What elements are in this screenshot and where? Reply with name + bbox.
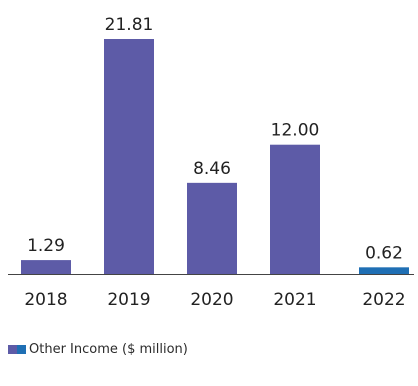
value-label-2021: 12.00 — [271, 121, 320, 141]
bar-2020 — [187, 183, 237, 274]
bar-2019 — [104, 39, 154, 274]
bar-2022 — [359, 267, 409, 274]
x-tick-label-2019: 2019 — [107, 290, 150, 310]
x-tick-label-2018: 2018 — [24, 290, 67, 310]
bar-2018 — [21, 260, 71, 274]
x-tick-label-2021: 2021 — [273, 290, 316, 310]
value-label-2018: 1.29 — [27, 236, 65, 256]
x-tick-label-2022: 2022 — [362, 290, 405, 310]
bar-2021 — [270, 145, 320, 274]
value-label-2019: 21.81 — [105, 15, 154, 35]
chart-legend: Other Income ($ million) — [8, 340, 188, 358]
value-label-2022: 0.62 — [365, 243, 403, 263]
legend-label: Other Income ($ million) — [29, 342, 188, 357]
bar-chart: 1.29 2018 21.81 2019 8.46 2020 12.00 2021 0.62 20… — [0, 0, 418, 330]
legend-swatch-purple — [8, 345, 17, 354]
legend-swatch-blue — [17, 345, 26, 354]
x-tick-label-2020: 2020 — [190, 290, 233, 310]
value-label-2020: 8.46 — [193, 159, 231, 179]
